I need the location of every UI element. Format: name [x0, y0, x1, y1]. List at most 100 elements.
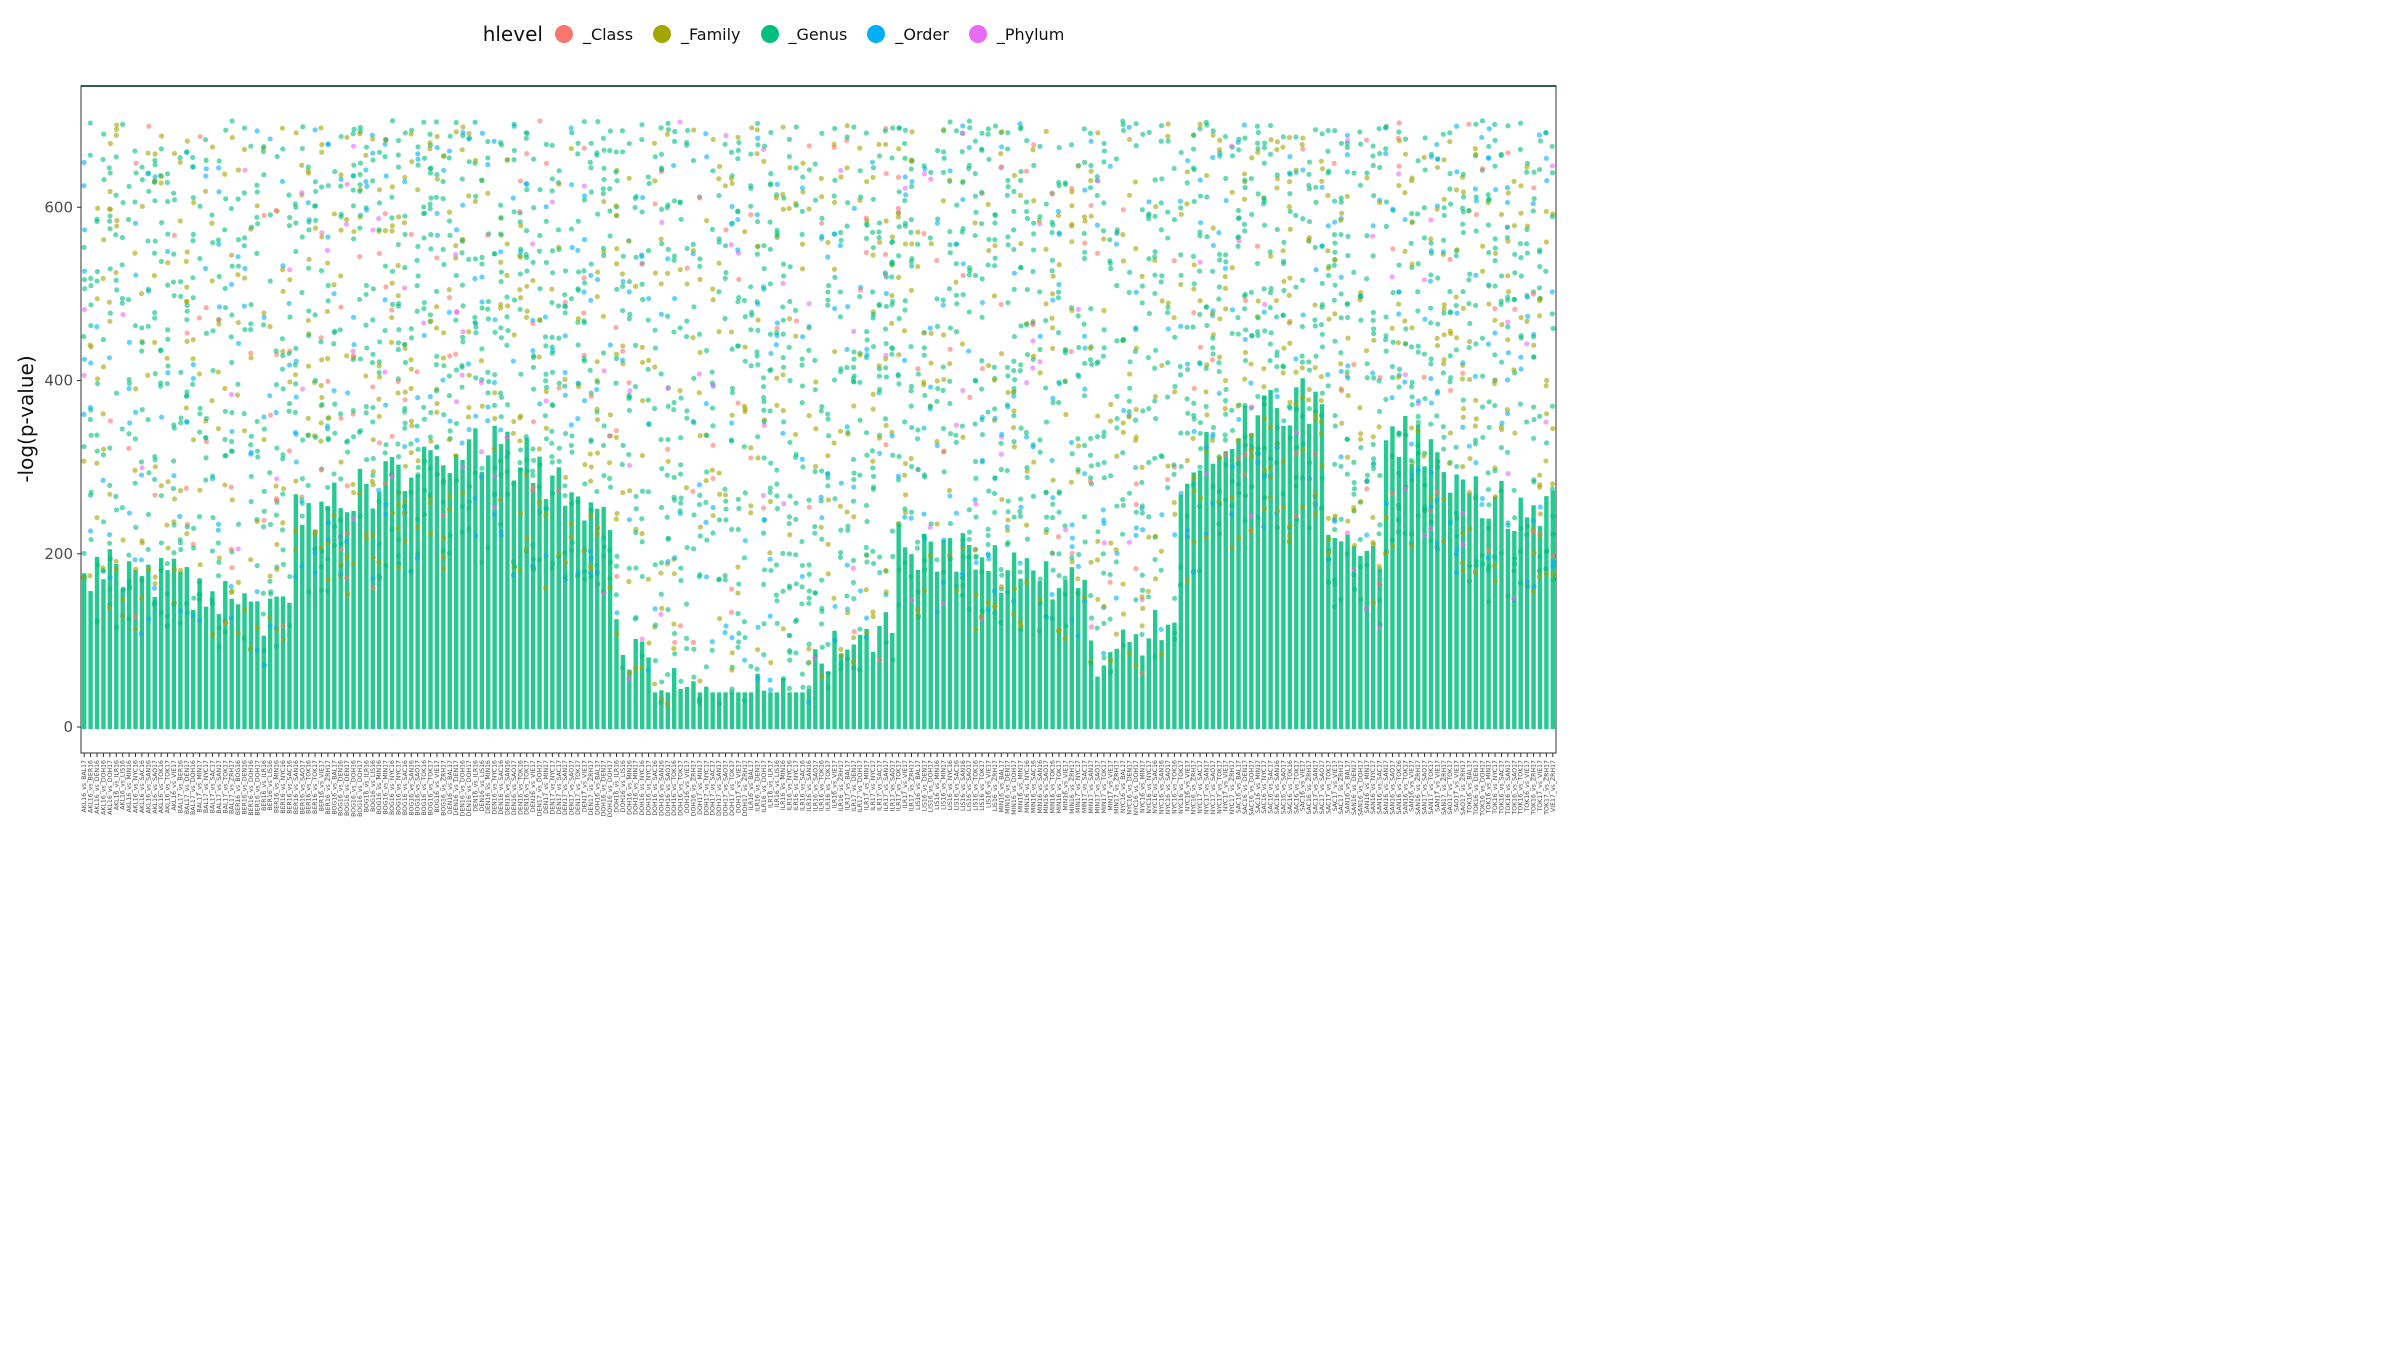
data-point: [466, 329, 472, 335]
x-tick-label: BOG16_vs_BAL17: [331, 760, 338, 815]
data-point: [556, 181, 562, 187]
data-point: [1209, 437, 1215, 443]
data-point: [1004, 524, 1010, 530]
dense-point-column: [562, 505, 568, 730]
x-tick-label: BER16_vs_BOG16: [235, 760, 242, 815]
data-point: [517, 447, 524, 453]
data-point: [691, 304, 697, 310]
data-point: [901, 328, 908, 334]
data-point: [370, 554, 376, 561]
data-point: [261, 524, 267, 530]
data-point: [774, 467, 780, 473]
x-tick-label: BAL17_vs_DOH16: [190, 760, 197, 815]
x-tick-label: BER16_vs_ILR16: [261, 760, 268, 811]
data-point: [959, 575, 966, 581]
data-point: [729, 635, 735, 641]
data-point: [1492, 330, 1498, 336]
data-point: [1152, 393, 1159, 400]
data-point: [376, 200, 383, 206]
data-point: [376, 498, 382, 505]
x-tick-label: ILR16_vs_LIS16: [774, 760, 781, 808]
data-point: [1453, 347, 1459, 353]
data-point: [1504, 377, 1511, 383]
data-point: [1299, 324, 1306, 330]
data-point: [530, 419, 537, 425]
data-point: [1094, 173, 1100, 180]
data-point: [690, 546, 697, 552]
data-point: [273, 496, 280, 502]
data-point: [459, 176, 465, 182]
data-point: [819, 674, 825, 680]
data-point: [241, 235, 248, 241]
data-point: [280, 288, 286, 294]
dense-point-column: [203, 606, 209, 730]
data-point: [440, 548, 446, 554]
data-point: [799, 266, 806, 272]
dense-point-column: [819, 663, 824, 730]
data-point: [607, 208, 613, 214]
data-point: [703, 664, 709, 670]
data-point: [196, 514, 203, 520]
data-point: [492, 372, 498, 378]
data-point: [1376, 126, 1382, 132]
data-point: [1229, 153, 1236, 159]
data-point: [626, 407, 633, 414]
dense-point-column: [601, 506, 606, 730]
data-point: [511, 209, 517, 215]
data-point: [1408, 457, 1414, 464]
data-point: [1031, 198, 1037, 204]
data-point: [575, 342, 581, 348]
data-point: [947, 400, 953, 407]
data-point: [1537, 511, 1543, 517]
data-point: [947, 556, 953, 562]
data-point: [1043, 246, 1049, 252]
data-point: [1473, 272, 1479, 278]
data-point: [1126, 136, 1133, 143]
data-point: [81, 372, 87, 378]
data-point: [671, 407, 677, 413]
data-point: [870, 406, 876, 412]
data-point: [1370, 434, 1376, 440]
data-point: [696, 696, 703, 702]
data-point: [1435, 275, 1441, 281]
data-point: [1422, 482, 1428, 488]
data-point: [1440, 370, 1447, 376]
data-point: [665, 436, 671, 443]
dense-point-column: [800, 692, 805, 730]
data-point: [704, 154, 710, 160]
data-point: [690, 241, 696, 247]
data-point: [837, 554, 844, 560]
data-point: [433, 388, 440, 394]
data-point: [998, 150, 1004, 157]
data-point: [537, 317, 543, 323]
data-point: [524, 187, 530, 193]
data-point: [1498, 211, 1505, 218]
x-tick-label: MIN16_vs_BAL17: [998, 760, 1005, 813]
data-point: [523, 472, 530, 478]
data-point: [1364, 472, 1370, 478]
data-point: [1204, 194, 1210, 200]
data-point: [754, 349, 760, 355]
data-point: [106, 540, 113, 546]
data-point: [94, 380, 101, 387]
data-point: [178, 420, 184, 426]
data-point: [209, 220, 215, 226]
data-point: [1409, 344, 1415, 350]
dense-point-column: [890, 632, 895, 730]
data-point: [665, 446, 671, 452]
data-point: [697, 263, 703, 269]
data-point: [780, 331, 786, 337]
data-point: [960, 434, 966, 440]
data-point: [1441, 496, 1447, 502]
data-point: [1447, 256, 1453, 262]
data-point: [1087, 357, 1094, 363]
data-point: [415, 516, 421, 523]
data-point: [1428, 356, 1434, 362]
data-point: [1031, 459, 1037, 465]
data-point: [396, 560, 402, 567]
data-point: [946, 487, 953, 493]
data-point: [664, 131, 670, 137]
x-tick-label: BOG16_vs_TOK16: [421, 760, 428, 815]
data-point: [94, 296, 100, 302]
data-point: [1171, 471, 1177, 477]
